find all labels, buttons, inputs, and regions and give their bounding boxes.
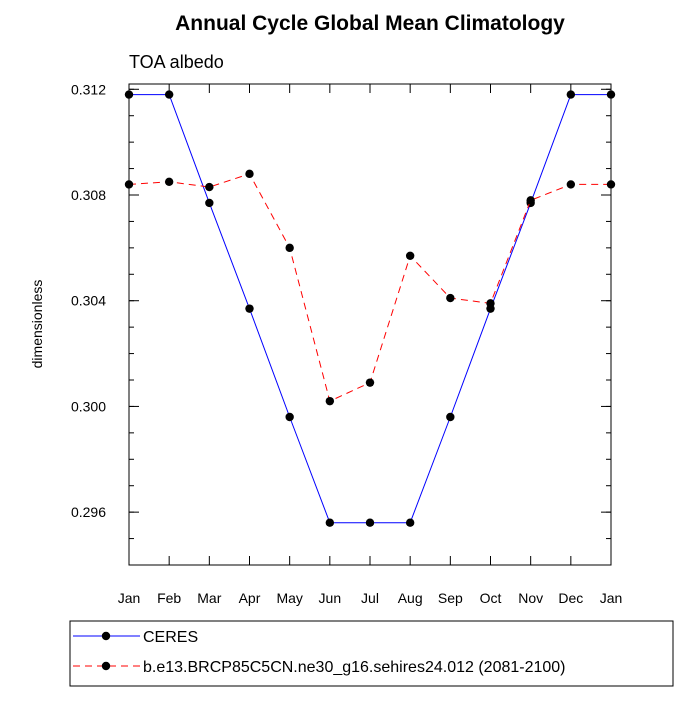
chart-subtitle: TOA albedo	[129, 52, 224, 72]
y-tick-label: 0.304	[71, 293, 106, 309]
y-tick-label: 0.296	[71, 504, 106, 520]
series-1-point	[205, 198, 214, 208]
series-1-point	[164, 90, 174, 99]
series-2-point	[285, 243, 294, 253]
series-2-point	[365, 378, 375, 387]
x-tick-label: Aug	[398, 590, 423, 606]
x-tick-label: Jan	[600, 590, 623, 606]
legend-marker-2	[101, 661, 111, 671]
series-line-2	[128, 173, 611, 402]
legend-label-1: CERES	[143, 629, 198, 646]
series-1-point	[124, 90, 134, 99]
legend: CERES b.e13.BRCP85C5CN.ne30_g16.sehires24…	[69, 620, 674, 687]
series-2-point	[124, 180, 134, 189]
series-1-point	[365, 518, 375, 527]
series-1-point	[446, 412, 455, 422]
series-2-point	[325, 396, 335, 406]
y-tick-label: 0.308	[71, 187, 106, 203]
y-tick-label: 0.312	[71, 81, 106, 97]
y-axis-label: dimensionless	[29, 280, 45, 369]
series-2-point	[446, 293, 455, 303]
x-tick-label: Apr	[239, 590, 261, 606]
x-tick-label: Mar	[197, 590, 221, 606]
series-1-point	[325, 518, 335, 527]
legend-label-2: b.e13.BRCP85C5CN.ne30_g16.sehires24.012 …	[143, 659, 566, 676]
series-1-point	[285, 412, 294, 422]
legend-marker-1	[101, 631, 111, 641]
series-1-point	[566, 90, 576, 99]
x-tick-label: Nov	[518, 590, 543, 606]
series-2-point	[486, 299, 495, 308]
plot-frame	[128, 83, 612, 566]
series-2-point	[566, 180, 576, 189]
x-tick-label: Oct	[480, 590, 502, 606]
series-1-point	[606, 90, 616, 99]
series-line-1	[129, 94, 611, 524]
series-1-point	[245, 304, 254, 313]
series-1-point	[405, 518, 415, 527]
series-2-point	[164, 177, 174, 186]
series-2-point	[405, 251, 415, 260]
x-tick-label: Jun	[319, 590, 342, 606]
x-tick-label: Jan	[118, 590, 141, 606]
series-2-point	[606, 180, 616, 189]
series-2-point	[526, 196, 535, 205]
series-2-point	[205, 182, 214, 192]
chart-title: Annual Cycle Global Mean Climatology	[175, 12, 565, 35]
x-tick-label: Feb	[157, 590, 181, 606]
series-2-point	[245, 169, 254, 179]
x-tick-label: Sep	[438, 590, 463, 606]
legend-box	[69, 620, 674, 687]
x-tick-label: Jul	[361, 590, 379, 606]
x-tick-label: May	[276, 590, 302, 606]
plot-layer: Jan Feb Mar Apr May Jun Jul Aug Sep Oct Nov Dec Jan 0…	[71, 81, 622, 606]
y-tick-label: 0.300	[71, 398, 106, 414]
x-tick-label: Dec	[558, 590, 583, 606]
